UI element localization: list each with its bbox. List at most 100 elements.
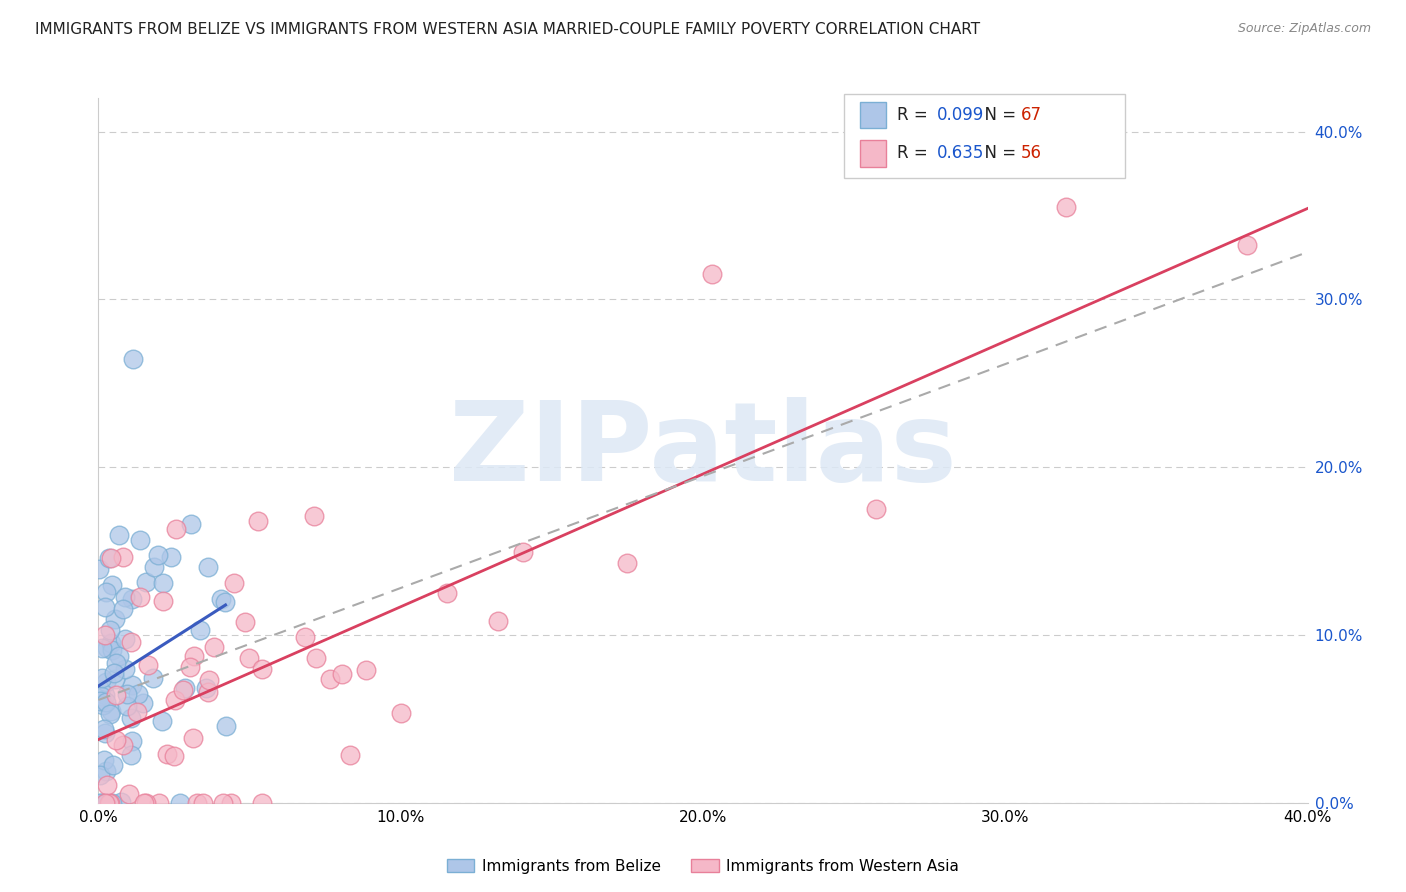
Point <box>250 796 273 810</box>
Point <box>100 704 122 718</box>
Point <box>155 747 177 762</box>
Legend: Immigrants from Belize, Immigrants from Western Asia: Immigrants from Belize, Immigrants from … <box>440 853 966 880</box>
Point <box>183 648 205 663</box>
Point <box>120 635 142 649</box>
Point <box>93 754 115 768</box>
Point <box>100 551 122 566</box>
Point <box>865 501 887 516</box>
Point <box>121 351 143 366</box>
Point <box>100 636 122 650</box>
Point <box>512 545 534 559</box>
Point <box>108 527 131 541</box>
Point <box>100 643 122 657</box>
Point <box>104 689 127 703</box>
Point <box>214 719 236 733</box>
Point <box>354 664 377 678</box>
Point <box>1236 238 1258 252</box>
Point <box>94 764 117 778</box>
Point <box>238 650 260 665</box>
Point <box>188 624 211 638</box>
Point <box>389 706 412 721</box>
Point <box>195 681 218 695</box>
Point <box>121 592 143 607</box>
Point <box>96 640 118 655</box>
Point <box>114 632 136 646</box>
Point <box>93 628 115 642</box>
Point <box>197 559 219 574</box>
Point <box>486 615 509 629</box>
Point <box>162 749 184 764</box>
Point <box>209 591 232 606</box>
Point <box>112 602 135 616</box>
Point <box>702 267 724 281</box>
Point <box>93 726 115 740</box>
Point <box>94 695 117 709</box>
Point <box>97 796 120 810</box>
Point <box>93 688 115 702</box>
Point <box>98 550 121 565</box>
Point <box>90 690 112 704</box>
Point <box>90 796 112 810</box>
Point <box>104 672 127 686</box>
Point <box>94 600 117 615</box>
Point <box>94 796 117 810</box>
Point <box>117 787 139 801</box>
Point <box>304 509 326 524</box>
Point <box>186 796 208 810</box>
Point <box>202 640 225 655</box>
Point <box>330 667 353 681</box>
Point <box>616 556 638 570</box>
Point <box>180 516 202 531</box>
Point <box>179 660 201 674</box>
Text: N =: N = <box>974 145 1022 162</box>
Point <box>165 692 187 706</box>
Point <box>89 768 111 782</box>
Point <box>132 696 155 710</box>
Point <box>148 796 170 810</box>
Point <box>100 624 122 638</box>
Point <box>89 796 111 810</box>
Point <box>127 687 149 701</box>
Text: IMMIGRANTS FROM BELIZE VS IMMIGRANTS FROM WESTERN ASIA MARRIED-COUPLE FAMILY POV: IMMIGRANTS FROM BELIZE VS IMMIGRANTS FRO… <box>35 22 980 37</box>
Point <box>121 748 143 763</box>
Point <box>219 796 242 810</box>
Text: 67: 67 <box>1021 106 1042 124</box>
Point <box>214 595 236 609</box>
Point <box>294 631 316 645</box>
Point <box>152 593 174 607</box>
Point <box>121 733 143 747</box>
Point <box>114 662 136 676</box>
Point <box>143 559 166 574</box>
Text: ZIPatlas: ZIPatlas <box>449 397 957 504</box>
Point <box>174 681 197 695</box>
Point <box>135 575 157 590</box>
Point <box>91 698 114 712</box>
Point <box>101 757 124 772</box>
Point <box>112 550 135 565</box>
Point <box>104 732 127 747</box>
Point <box>98 796 121 810</box>
Point <box>104 612 127 626</box>
Point <box>152 576 174 591</box>
Point <box>110 795 132 809</box>
Point <box>129 533 152 548</box>
Point <box>135 796 157 810</box>
Point <box>103 665 125 680</box>
Point <box>134 796 156 810</box>
Point <box>197 685 219 699</box>
Point <box>127 705 149 719</box>
Text: 56: 56 <box>1021 145 1042 162</box>
Point <box>152 714 174 728</box>
Point <box>191 796 214 810</box>
Point <box>120 711 142 725</box>
Text: 0.635: 0.635 <box>936 145 984 162</box>
Point <box>90 671 112 685</box>
Point <box>105 657 128 671</box>
Point <box>436 586 458 600</box>
Point <box>98 707 121 722</box>
Point <box>100 577 122 591</box>
Point <box>96 778 118 792</box>
Point <box>138 658 160 673</box>
Point <box>250 661 273 675</box>
Point <box>94 675 117 690</box>
